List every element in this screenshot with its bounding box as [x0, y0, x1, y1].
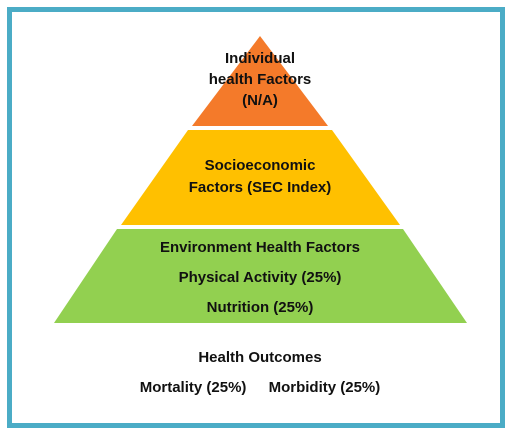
tier-middle-label: Socioeconomic Factors (SEC Index): [140, 155, 380, 199]
outcomes-items: Mortality (25%) Morbidity (25%): [60, 377, 460, 398]
tier-top-line-3: (N/A): [242, 92, 278, 109]
tier-bottom-line-3: Nutrition (25%): [206, 299, 314, 316]
outcome-mortality: Mortality (25%): [139, 379, 247, 396]
outcome-morbidity: Morbidity (25%): [268, 379, 381, 396]
tier-top-line-2: health Factors: [208, 71, 312, 88]
tier-bottom-line-1: Environment Health Factors: [159, 239, 361, 256]
tier-bottom-line-2: Physical Activity (25%): [178, 269, 342, 286]
tier-bottom-label: Environment Health Factors Physical Acti…: [80, 233, 440, 323]
pyramid-tier-top: [192, 36, 328, 126]
tier-middle-line-2: Factors (SEC Index): [188, 179, 332, 196]
pyramid-tier-middle: [121, 130, 400, 225]
tier-top-label: Individual health Factors (N/A): [160, 48, 360, 111]
tier-middle-line-1: Socioeconomic: [204, 157, 316, 174]
pyramid-tier-bottom: [54, 229, 467, 323]
tier-top-line-1: Individual: [224, 50, 295, 67]
outcomes-title: Health Outcomes: [198, 349, 322, 366]
